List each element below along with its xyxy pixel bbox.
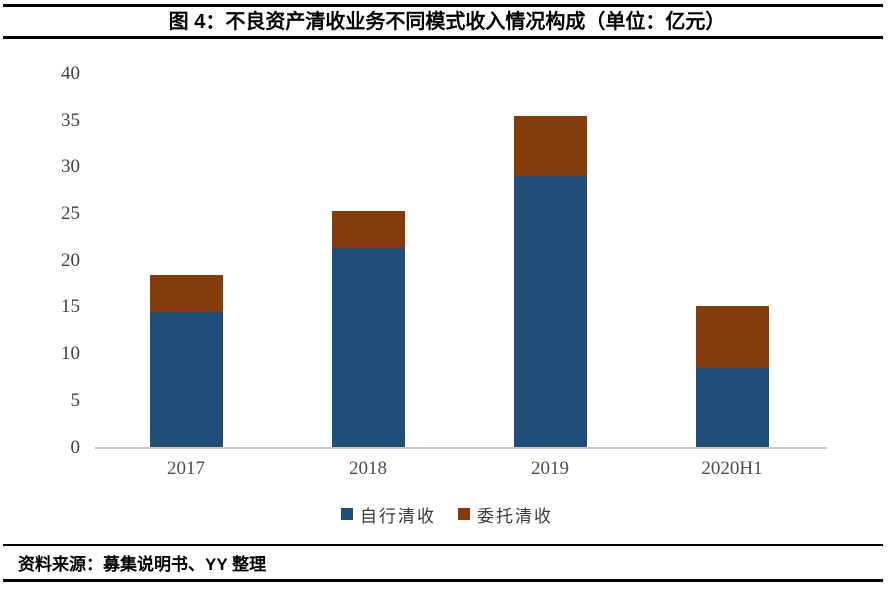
top-border-line [3,4,883,7]
y-axis-tick-label: 10 [61,343,80,365]
y-axis-tick-label: 5 [70,389,81,411]
y-axis-tick-label: 15 [61,296,80,318]
y-axis-tick-label: 40 [61,63,80,84]
legend-item: 自行清收 [341,502,436,527]
y-axis-tick-label: 20 [61,249,80,271]
legend-label: 委托清收 [477,506,553,526]
bar-segment [513,175,587,448]
source-text: 资料来源：募集说明书、YY 整理 [18,555,267,574]
y-axis-tick-label: 0 [70,436,81,458]
legend-item: 委托清收 [458,502,553,527]
bar-segment [149,312,223,448]
y-axis-tick-label: 30 [61,156,80,178]
x-axis-tick-label: 2017 [167,458,205,479]
bar-segment [695,368,769,448]
x-axis-line [95,447,827,449]
bar-segment [331,247,405,448]
legend-swatch-icon [341,508,353,520]
legend-swatch-icon [458,508,470,520]
y-axis-tick-label: 35 [61,109,80,131]
bottom-border-line [3,579,883,582]
bar-segment [695,305,769,369]
y-axis-tick-label: 25 [61,203,80,225]
x-axis-tick-label: 2018 [349,458,387,479]
legend-label: 自行清收 [360,506,436,526]
bar-segment [513,116,587,176]
source-divider-line [3,544,883,546]
x-axis-tick-label: 2020H1 [701,458,763,479]
figure-title: 图 4：不良资产清收业务不同模式收入情况构成（单位：亿元） [168,11,726,33]
x-axis-tick-label: 2019 [531,458,569,479]
legend: 自行清收 委托清收 [0,502,894,527]
title-underline [3,36,883,39]
bar-segment [149,274,223,313]
bar-segment [331,211,405,248]
